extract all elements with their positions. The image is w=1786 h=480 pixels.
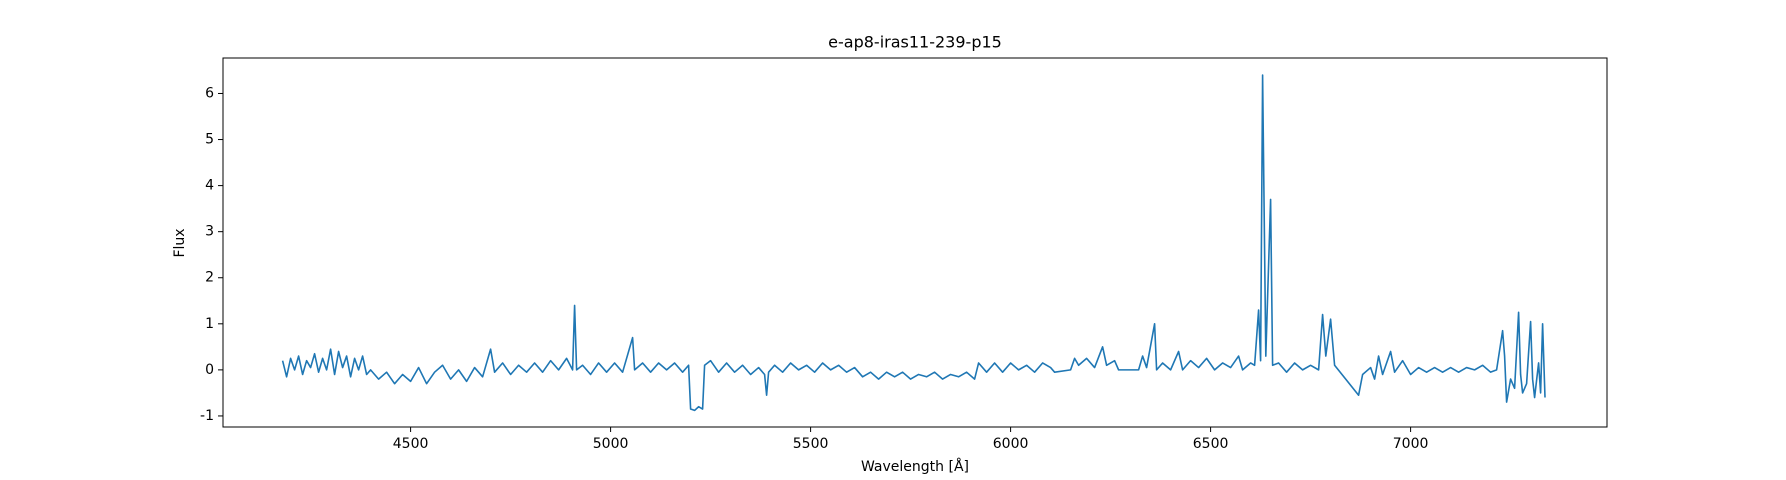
y-tick-label: 3 (205, 224, 214, 240)
y-tick-label: 0 (205, 362, 214, 378)
y-tick-label: 2 (205, 270, 214, 286)
y-tick-label: 4 (205, 178, 214, 194)
y-tick-label: 6 (205, 85, 214, 101)
y-tick-label: -1 (200, 408, 214, 424)
x-axis-label: Wavelength [Å] (861, 458, 969, 475)
x-tick-label: 7000 (1393, 436, 1429, 452)
x-tick-label: 6000 (993, 436, 1029, 452)
y-tick-label: 1 (205, 316, 214, 332)
x-tick-label: 5000 (593, 436, 629, 452)
spectrum-line (281, 74, 1546, 412)
x-tick-label: 6500 (1193, 436, 1229, 452)
chart-title: e-ap8-iras11-239-p15 (828, 33, 1002, 52)
plot-frame (222, 57, 1608, 428)
x-tick-label: 4500 (393, 436, 429, 452)
y-axis-label: Flux (172, 228, 188, 257)
x-tick-label: 5500 (793, 436, 829, 452)
y-tick-label: 5 (205, 132, 214, 148)
